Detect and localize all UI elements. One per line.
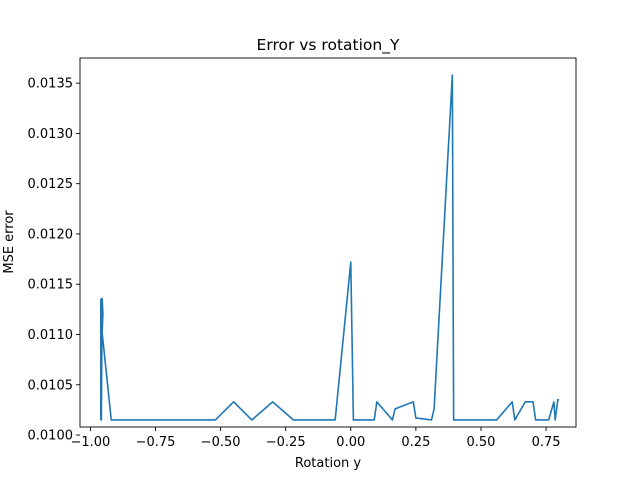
plot-area: −1.00 −0.75 −0.50 −0.25 0.00 0.25 0.50 0.75 0.01… [28, 57, 577, 450]
series-line-0 [100, 74, 560, 421]
y-tick-label: 0.0130 [28, 127, 74, 142]
y-tick-label: 0.0125 [28, 177, 74, 192]
y-tick-label: 0.0105 [28, 378, 74, 393]
y-tick-label: 0.0110 [28, 328, 74, 343]
x-tick-label: −1.00 [70, 435, 110, 450]
y-tick-label: 0.0100 [28, 429, 74, 444]
y-tick-label: 0.0120 [28, 227, 74, 242]
x-tick-label: 0.25 [401, 435, 430, 450]
x-tick-label: −0.50 [201, 435, 241, 450]
x-tick-label: 0.75 [532, 435, 561, 450]
y-axis-label: MSE error [2, 210, 17, 274]
y-tick-label: 0.0115 [28, 278, 74, 293]
axes-frame [79, 57, 577, 428]
x-tick-label: 0.00 [336, 435, 365, 450]
x-tick-label: −0.75 [136, 435, 176, 450]
x-tick-label: 0.50 [466, 435, 495, 450]
x-axis-label: Rotation y [295, 456, 362, 471]
chart-title: Error vs rotation_Y [257, 36, 400, 55]
x-tick-label: −0.25 [266, 435, 306, 450]
y-tick-label: 0.0135 [28, 77, 74, 92]
